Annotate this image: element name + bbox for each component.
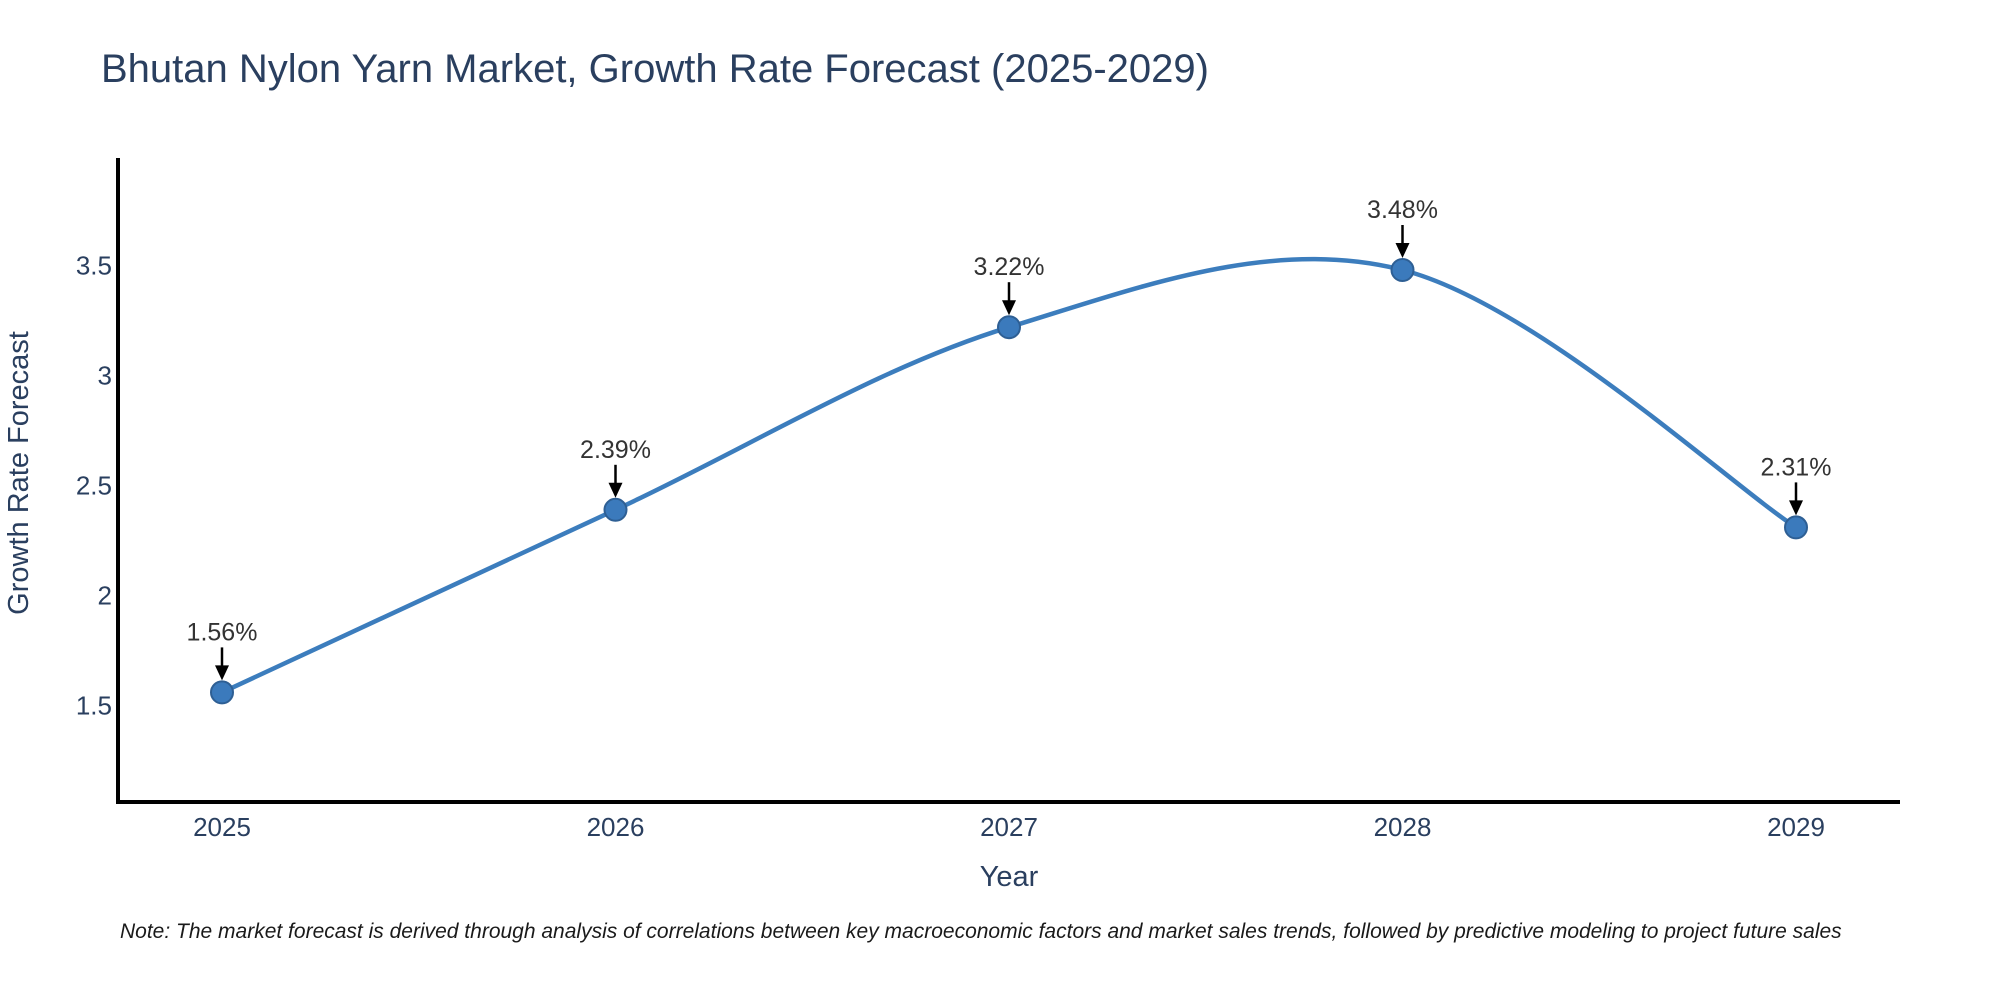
y-axis-title: Growth Rate Forecast (3, 331, 35, 615)
data-point[interactable] (1784, 515, 1808, 540)
annotation-arrowhead-icon (215, 665, 229, 681)
y-tick-label: 3.5 (76, 251, 112, 281)
annotation-arrowhead-icon (1395, 243, 1410, 258)
y-tick-label: 2.5 (76, 471, 112, 501)
x-tick-label: 2029 (1767, 812, 1825, 842)
point-annotation: 3.22% (974, 253, 1045, 316)
x-axis-ticks: 2025 2026 2027 2028 2029 (193, 812, 1825, 842)
chart-title: Bhutan Nylon Yarn Market, Growth Rate Fo… (101, 47, 1209, 91)
data-points-layer (210, 258, 1808, 705)
annotation-arrowhead-icon (1002, 300, 1016, 316)
x-tick-label: 2025 (193, 812, 251, 842)
point-value-label: 3.48% (1367, 196, 1438, 224)
y-tick-label: 3 (98, 361, 112, 391)
data-point[interactable] (997, 315, 1021, 340)
point-value-label: 1.56% (187, 618, 258, 646)
x-axis-title: Year (980, 861, 1039, 893)
x-tick-label: 2028 (1374, 812, 1432, 842)
point-value-label: 3.22% (974, 253, 1045, 281)
y-tick-label: 1.5 (76, 691, 112, 721)
y-tick-label: 2 (98, 581, 112, 611)
x-tick-label: 2026 (587, 812, 645, 842)
point-annotation: 2.31% (1761, 453, 1832, 516)
point-annotation: 1.56% (187, 618, 258, 681)
annotation-arrowhead-icon (608, 482, 623, 498)
data-point[interactable] (1390, 258, 1415, 282)
point-value-label: 2.31% (1761, 453, 1832, 481)
annotation-arrowhead-icon (1789, 500, 1803, 516)
x-tick-label: 2027 (980, 812, 1038, 842)
data-point[interactable] (210, 680, 234, 705)
point-value-label: 2.39% (580, 436, 651, 464)
annotations-layer: 1.56% 2.39% 3.22% 3.48% 2.31% (187, 196, 1832, 681)
point-annotation: 3.48% (1367, 196, 1438, 258)
footnote: Note: The market forecast is derived thr… (120, 920, 1842, 943)
y-axis-ticks: 1.5 2 2.5 3 3.5 (76, 251, 112, 721)
data-point[interactable] (603, 497, 628, 522)
point-annotation: 2.39% (580, 436, 651, 498)
